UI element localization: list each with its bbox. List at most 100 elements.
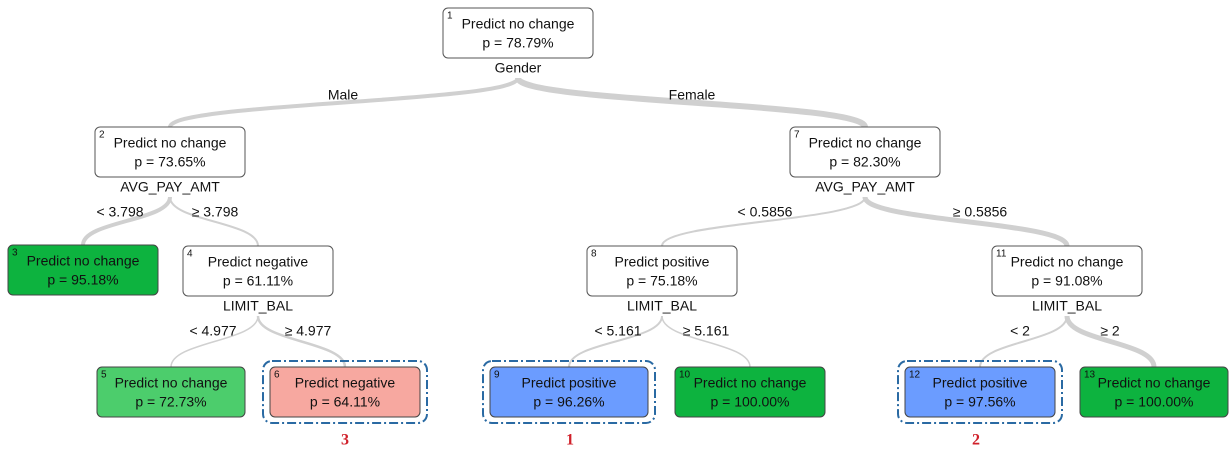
node-box <box>489 366 649 418</box>
edge <box>862 195 1070 248</box>
edge-label: Male <box>328 87 359 103</box>
node-number: 10 <box>679 370 691 381</box>
node-number: 3 <box>12 248 18 259</box>
node-box <box>94 126 246 178</box>
edge-label: Female <box>669 87 716 103</box>
node-prediction: Predict no change <box>1011 254 1124 270</box>
node-probability: p = 96.26% <box>533 394 604 410</box>
node-probability: p = 72.73% <box>135 394 206 410</box>
node-probability: p = 78.79% <box>482 35 553 51</box>
edge <box>169 196 259 247</box>
node-box <box>991 245 1143 297</box>
node-number: 7 <box>794 130 800 141</box>
tree-node: 11 Predict no change p = 91.08% LIMIT_BAL <box>991 245 1143 314</box>
tree-node: 10 Predict no change p = 100.00% <box>674 366 826 418</box>
edge <box>1064 315 1157 368</box>
node-probability: p = 61.11% <box>223 273 293 289</box>
edge <box>81 196 172 246</box>
node-probability: p = 73.65% <box>134 154 205 170</box>
node-box <box>586 245 738 297</box>
node-number: 13 <box>1084 370 1096 381</box>
node-box <box>904 366 1056 418</box>
node-box <box>789 126 941 178</box>
edge <box>515 76 868 129</box>
tree-node: 8 Predict positive p = 75.18% LIMIT_BAL <box>586 245 738 314</box>
edge <box>256 315 347 368</box>
node-probability: p = 75.18% <box>626 273 697 289</box>
node-number: 8 <box>591 249 597 260</box>
split-variable: AVG_PAY_AMT <box>815 179 915 195</box>
edge-label: < 4.977 <box>189 323 236 339</box>
rank-annotation: 1 <box>566 432 574 449</box>
node-prediction: Predict negative <box>295 375 396 391</box>
tree-node: 2 Predict no change p = 73.65% AVG_PAY_AMT <box>94 126 246 195</box>
edge <box>979 315 1068 368</box>
node-probability: p = 97.56% <box>944 394 1015 410</box>
node-probability: p = 64.11% <box>310 394 380 410</box>
node-box <box>442 7 594 59</box>
node-number: 6 <box>274 370 280 381</box>
edge-label: < 2 <box>1010 323 1030 339</box>
highlight-outline <box>897 360 1063 424</box>
node-box <box>96 366 246 418</box>
node-probability: p = 100.00% <box>710 394 789 410</box>
edge-label: ≥ 0.5856 <box>953 204 1008 220</box>
edge <box>661 315 751 368</box>
node-number: 4 <box>187 249 193 260</box>
node-prediction: Predict no change <box>27 253 140 269</box>
node-prediction: Predict positive <box>933 375 1028 391</box>
node-number: 2 <box>99 130 105 141</box>
edge <box>661 196 866 247</box>
edge-label: ≥ 4.977 <box>285 323 332 339</box>
edge <box>170 315 259 368</box>
node-number: 11 <box>996 249 1007 260</box>
node-number: 1 <box>447 11 453 22</box>
tree-node: 12 Predict positive p = 97.56% <box>897 360 1063 424</box>
tree-node: 7 Predict no change p = 82.30% AVG_PAY_AMT <box>789 126 941 195</box>
node-number: 5 <box>101 370 107 381</box>
split-variable: Gender <box>495 60 542 76</box>
tree-node: 5 Predict no change p = 72.73% <box>96 366 246 418</box>
node-prediction: Predict positive <box>522 375 617 391</box>
split-variable: LIMIT_BAL <box>223 298 293 314</box>
node-prediction: Predict no change <box>694 375 807 391</box>
highlight-outline <box>262 360 428 424</box>
node-probability: p = 82.30% <box>829 154 900 170</box>
tree-node: 1 Predict no change p = 78.79% Gender <box>442 7 594 76</box>
node-probability: p = 91.08% <box>1031 273 1102 289</box>
rank-annotation: 2 <box>972 432 980 449</box>
split-variable: AVG_PAY_AMT <box>120 179 220 195</box>
node-box <box>269 366 421 418</box>
edge-label: ≥ 2 <box>1100 323 1120 339</box>
node-probability: p = 95.18% <box>47 272 118 288</box>
node-box <box>1079 366 1229 418</box>
node-box <box>182 245 334 297</box>
highlight-outline <box>482 360 656 424</box>
node-box <box>7 244 159 296</box>
tree-node: 9 Predict positive p = 96.26% <box>482 360 656 424</box>
tree-node: 4 Predict negative p = 61.11% LIMIT_BAL <box>182 245 334 314</box>
edge-label: ≥ 5.161 <box>683 323 730 339</box>
edge-label: < 0.5856 <box>738 204 793 220</box>
node-prediction: Predict negative <box>208 254 309 270</box>
edge <box>168 76 520 129</box>
node-prediction: Predict no change <box>114 135 227 151</box>
tree-node: 6 Predict negative p = 64.11% <box>262 360 428 424</box>
split-variable: LIMIT_BAL <box>627 298 697 314</box>
node-prediction: Predict positive <box>615 254 710 270</box>
node-prediction: Predict no change <box>462 16 575 32</box>
node-number: 12 <box>909 370 921 381</box>
node-prediction: Predict no change <box>115 375 228 391</box>
node-box <box>674 366 826 418</box>
tree-node: 3 Predict no change p = 95.18% <box>7 244 159 296</box>
edge-label: < 3.798 <box>96 204 143 220</box>
rank-annotation: 3 <box>341 432 349 449</box>
node-number: 9 <box>494 370 500 381</box>
edge <box>568 315 663 368</box>
node-prediction: Predict no change <box>809 135 922 151</box>
node-probability: p = 100.00% <box>1114 394 1193 410</box>
edge-label: < 5.161 <box>594 323 641 339</box>
node-prediction: Predict no change <box>1098 375 1211 391</box>
edge-label: ≥ 3.798 <box>192 204 239 220</box>
